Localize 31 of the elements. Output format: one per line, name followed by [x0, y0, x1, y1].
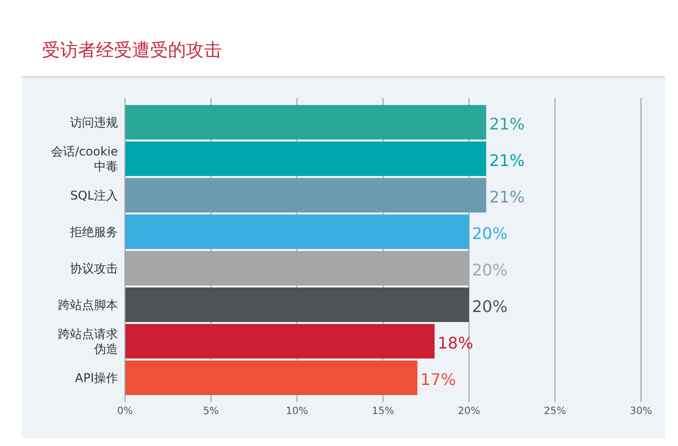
bar: [125, 324, 435, 358]
data-label: 17%: [420, 370, 456, 389]
y-tick-label: SQL注入: [70, 188, 118, 202]
x-tick-label: 20%: [458, 406, 480, 417]
data-label: 21%: [489, 150, 525, 170]
data-label: 20%: [472, 296, 508, 316]
bar: [125, 214, 469, 249]
x-tick-label: 5%: [203, 406, 219, 417]
bar: [125, 178, 486, 212]
y-tick-label: 协议攻击: [70, 261, 118, 276]
x-tick-label: 30%: [630, 406, 652, 417]
bar: [125, 142, 486, 176]
x-tick-label: 10%: [286, 406, 308, 417]
data-label: 21%: [489, 114, 525, 134]
bar: [125, 288, 469, 322]
data-label: 21%: [489, 187, 525, 206]
x-tick-label: 15%: [372, 406, 394, 417]
y-tick-label: 会话/cookie中毒: [51, 144, 118, 174]
y-tick-label: 跨站点请求伪造: [58, 326, 118, 356]
x-tick-label: 0%: [117, 406, 133, 417]
bar: [125, 360, 418, 395]
y-tick-label: API操作: [75, 370, 118, 385]
bar: [125, 105, 486, 140]
x-tick-label: 25%: [544, 406, 566, 417]
data-label: 20%: [472, 260, 508, 280]
y-tick-label: 拒绝服务: [69, 224, 118, 239]
data-label: 18%: [438, 333, 474, 352]
y-tick-label: 访问违规: [70, 115, 118, 130]
chart-title: 受访者经受遭受的攻击: [42, 40, 222, 61]
y-tick-label: 跨站点脚本: [58, 298, 118, 312]
data-label: 20%: [472, 224, 508, 243]
